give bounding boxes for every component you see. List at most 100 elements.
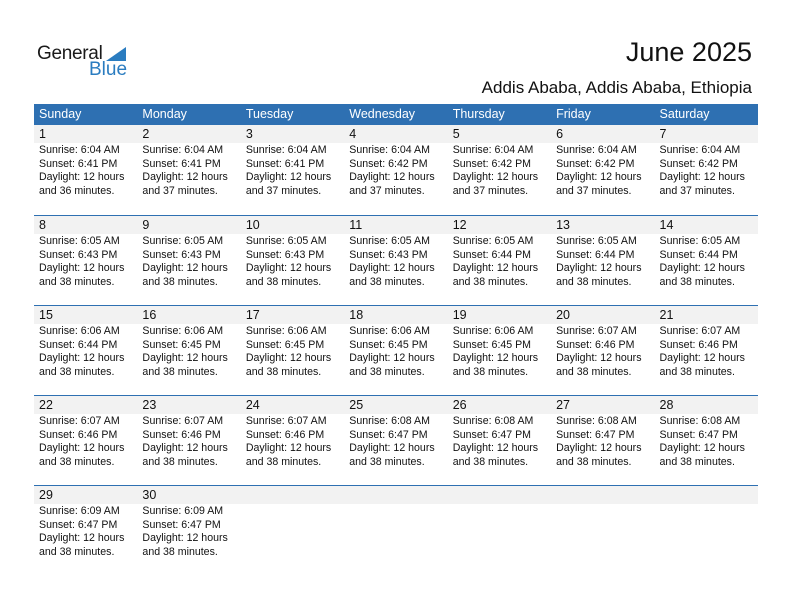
day-cell: 12 Sunrise: 6:05 AM Sunset: 6:44 PM Dayligh…: [447, 216, 552, 305]
daylight-text: Daylight: 12 hours: [245, 352, 332, 364]
sunrise-text: Sunrise: 6:05 AM: [556, 235, 637, 247]
sunset-text: Sunset: 6:46 PM: [245, 428, 325, 441]
day-info: Sunrise: 6:05 AM Sunset: 6:44 PM Daylight:…: [655, 234, 758, 289]
day-cell: 28 Sunrise: 6:08 AM Sunset: 6:47 PM Dayligh…: [654, 396, 758, 485]
day-number: 22: [34, 396, 138, 414]
weekday-header-saturday: Saturday: [659, 107, 710, 121]
day-number: 25: [344, 396, 448, 414]
sunset-text: Sunset: 6:45 PM: [245, 338, 325, 351]
weekday-header-monday: Monday: [142, 107, 187, 121]
empty-cell: [447, 486, 552, 575]
minutes-text: and 38 minutes.: [245, 455, 322, 468]
sunrise-text: Sunrise: 6:07 AM: [556, 325, 637, 337]
day-info: Sunrise: 6:08 AM Sunset: 6:47 PM Daylight:…: [448, 414, 551, 469]
day-info: Sunrise: 6:04 AM Sunset: 6:42 PM Daylight:…: [655, 143, 758, 198]
day-number: 7: [654, 125, 758, 143]
sunset-text: Sunset: 6:46 PM: [142, 428, 221, 441]
daylight-text: Daylight: 12 hours: [245, 171, 332, 183]
day-cell: 27 Sunrise: 6:08 AM Sunset: 6:47 PM Dayligh…: [551, 396, 655, 485]
day-info: Sunrise: 6:05 AM Sunset: 6:43 PM Daylight:…: [137, 234, 240, 289]
day-number: 13: [551, 216, 655, 234]
sunset-text: Sunset: 6:44 PM: [659, 248, 738, 261]
day-number: [654, 486, 758, 504]
day-cell: 18 Sunrise: 6:06 AM Sunset: 6:45 PM Dayligh…: [344, 306, 448, 395]
minutes-text: and 38 minutes.: [142, 365, 218, 378]
day-number: 19: [447, 306, 552, 324]
sunrise-text: Sunrise: 6:04 AM: [245, 144, 327, 156]
day-number: 18: [344, 306, 448, 324]
day-number: 29: [34, 486, 138, 504]
minutes-text: and 38 minutes.: [245, 275, 322, 288]
minutes-text: and 36 minutes.: [39, 184, 115, 197]
sunset-text: Sunset: 6:44 PM: [39, 338, 118, 351]
sunset-text: Sunset: 6:45 PM: [452, 338, 532, 351]
weekday-header-row: Sunday Monday Tuesday Wednesday Thursday Frid…: [34, 104, 758, 125]
week-row: 1 Sunrise: 6:04 AM Sunset: 6:41 PM Daylight…: [34, 125, 758, 215]
daylight-text: Daylight: 12 hours: [142, 262, 228, 274]
sunrise-text: Sunrise: 6:05 AM: [349, 235, 430, 247]
minutes-text: and 38 minutes.: [659, 455, 735, 468]
minutes-text: and 38 minutes.: [142, 545, 218, 558]
day-cell: 11 Sunrise: 6:05 AM Sunset: 6:43 PM Dayligh…: [344, 216, 448, 305]
sunset-text: Sunset: 6:42 PM: [556, 157, 635, 170]
sunrise-text: Sunrise: 6:04 AM: [452, 144, 534, 156]
day-cell: 4 Sunrise: 6:04 AM Sunset: 6:42 PM Daylight…: [344, 125, 448, 215]
day-number: 10: [240, 216, 345, 234]
day-number: 26: [447, 396, 552, 414]
minutes-text: and 38 minutes.: [556, 275, 632, 288]
minutes-text: and 38 minutes.: [659, 365, 735, 378]
week-row: 8 Sunrise: 6:05 AM Sunset: 6:43 PM Daylight…: [34, 215, 758, 305]
sunrise-text: Sunrise: 6:07 AM: [245, 415, 327, 427]
day-info: Sunrise: 6:08 AM Sunset: 6:47 PM Daylight:…: [344, 414, 447, 469]
daylight-text: Daylight: 12 hours: [349, 352, 435, 364]
general-blue-logo: General Blue: [37, 43, 127, 80]
empty-cell: [654, 486, 758, 575]
weekday-header-thursday: Thursday: [452, 107, 505, 121]
day-cell: 29 Sunrise: 6:09 AM Sunset: 6:47 PM Dayligh…: [34, 486, 138, 575]
daylight-text: Daylight: 12 hours: [142, 171, 228, 183]
day-info: Sunrise: 6:06 AM Sunset: 6:45 PM Daylight:…: [344, 324, 447, 379]
day-number: 24: [240, 396, 345, 414]
day-cell: 21 Sunrise: 6:07 AM Sunset: 6:46 PM Dayligh…: [654, 306, 758, 395]
day-info: Sunrise: 6:07 AM Sunset: 6:46 PM Daylight:…: [655, 324, 758, 379]
sunset-text: Sunset: 6:45 PM: [142, 338, 221, 351]
day-info: Sunrise: 6:07 AM Sunset: 6:46 PM Daylight:…: [34, 414, 137, 469]
minutes-text: and 38 minutes.: [39, 365, 115, 378]
day-cell: 13 Sunrise: 6:05 AM Sunset: 6:44 PM Dayligh…: [551, 216, 655, 305]
day-info: Sunrise: 6:04 AM Sunset: 6:41 PM Daylight:…: [241, 143, 344, 198]
sunset-text: Sunset: 6:46 PM: [659, 338, 738, 351]
daylight-text: Daylight: 12 hours: [39, 532, 125, 544]
sunrise-text: Sunrise: 6:08 AM: [556, 415, 637, 427]
daylight-text: Daylight: 12 hours: [452, 352, 539, 364]
sunrise-text: Sunrise: 6:07 AM: [142, 415, 224, 427]
daylight-text: Daylight: 12 hours: [556, 442, 642, 454]
day-cell: 10 Sunrise: 6:05 AM Sunset: 6:43 PM Dayligh…: [240, 216, 345, 305]
day-info: Sunrise: 6:07 AM Sunset: 6:46 PM Daylight:…: [241, 414, 344, 469]
minutes-text: and 38 minutes.: [142, 275, 218, 288]
sunrise-text: Sunrise: 6:04 AM: [659, 144, 741, 156]
sunrise-text: Sunrise: 6:04 AM: [142, 144, 224, 156]
sunrise-text: Sunrise: 6:05 AM: [142, 235, 224, 247]
daylight-text: Daylight: 12 hours: [39, 262, 125, 274]
day-cell: 17 Sunrise: 6:06 AM Sunset: 6:45 PM Dayligh…: [240, 306, 345, 395]
day-info: Sunrise: 6:04 AM Sunset: 6:41 PM Daylight:…: [137, 143, 240, 198]
day-info: Sunrise: 6:06 AM Sunset: 6:44 PM Daylight:…: [34, 324, 137, 379]
day-info: Sunrise: 6:04 AM Sunset: 6:41 PM Daylight:…: [34, 143, 137, 198]
day-info: Sunrise: 6:05 AM Sunset: 6:43 PM Daylight:…: [241, 234, 344, 289]
day-info: Sunrise: 6:04 AM Sunset: 6:42 PM Daylight:…: [344, 143, 447, 198]
day-info: Sunrise: 6:04 AM Sunset: 6:42 PM Daylight:…: [551, 143, 654, 198]
day-cell: 9 Sunrise: 6:05 AM Sunset: 6:43 PM Daylight…: [137, 216, 241, 305]
sunrise-text: Sunrise: 6:07 AM: [659, 325, 741, 337]
logo-text-general: General: [37, 43, 103, 64]
minutes-text: and 37 minutes.: [245, 184, 322, 197]
day-info: Sunrise: 6:05 AM Sunset: 6:43 PM Daylight:…: [34, 234, 137, 289]
sunrise-text: Sunrise: 6:05 AM: [39, 235, 120, 247]
day-number: 11: [344, 216, 448, 234]
day-number: 17: [240, 306, 345, 324]
daylight-text: Daylight: 12 hours: [452, 442, 539, 454]
day-cell: 2 Sunrise: 6:04 AM Sunset: 6:41 PM Daylight…: [137, 125, 241, 215]
day-number: 28: [654, 396, 758, 414]
sunset-text: Sunset: 6:41 PM: [142, 157, 221, 170]
daylight-text: Daylight: 12 hours: [142, 442, 228, 454]
minutes-text: and 38 minutes.: [349, 365, 425, 378]
